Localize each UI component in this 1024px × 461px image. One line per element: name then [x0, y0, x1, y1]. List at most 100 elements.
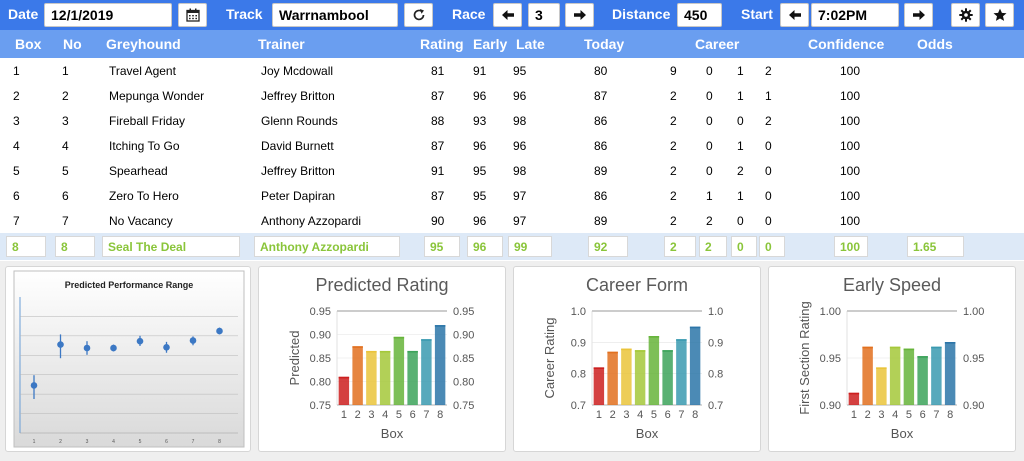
cell-career-wins: 0 [706, 164, 713, 178]
y-tick-label-right: 0.75 [453, 400, 474, 412]
cell-trainer: Glenn Rounds [261, 114, 338, 128]
cell-greyhound: Travel Agent [109, 64, 176, 78]
cell-trainer: Jeffrey Britton [261, 89, 335, 103]
settings-button[interactable] [951, 3, 980, 27]
sel-career-wins[interactable]: 2 [699, 236, 727, 257]
cell-late: 98 [513, 164, 527, 178]
col-late[interactable]: Late [516, 36, 545, 52]
cell-career-starts: 2 [670, 164, 677, 178]
col-no[interactable]: No [63, 36, 82, 52]
col-rating[interactable]: Rating [420, 36, 464, 52]
sel-career-thirds[interactable]: 0 [759, 236, 785, 257]
col-confidence[interactable]: Confidence [808, 36, 885, 52]
x-tick-label: 8 [437, 409, 443, 421]
track-input[interactable]: Warrnambool [272, 3, 398, 27]
start-prev-button[interactable] [780, 3, 809, 27]
cell-career-thirds: 0 [765, 189, 772, 203]
y-tick-label: 0.75 [310, 400, 331, 412]
cell-early: 93 [473, 114, 487, 128]
arrow-right-icon [912, 10, 925, 20]
bar [662, 350, 673, 405]
cell-career-starts: 2 [670, 189, 677, 203]
cell-early: 95 [473, 189, 487, 203]
y-tick-label-right: 0.95 [963, 353, 984, 365]
cell-career-starts: 2 [670, 214, 677, 228]
y-tick-label-right: 0.7 [708, 400, 723, 412]
table-row[interactable]: 3 3 Fireball Friday Glenn Rounds 88 93 9… [0, 108, 1024, 133]
y-tick-label: 0.90 [820, 400, 841, 412]
cell-box: 6 [13, 189, 20, 203]
sel-career-seconds[interactable]: 0 [731, 236, 757, 257]
col-today[interactable]: Today [584, 36, 625, 52]
sel-today[interactable]: 92 [588, 236, 628, 257]
refresh-button[interactable] [404, 3, 433, 27]
race-prev-button[interactable] [493, 3, 522, 27]
cell-greyhound: Itching To Go [109, 139, 180, 153]
sel-early[interactable]: 96 [467, 236, 503, 257]
sel-no[interactable]: 8 [55, 236, 95, 257]
sel-odds[interactable]: 1.65 [907, 236, 964, 257]
sel-confidence[interactable]: 100 [834, 236, 868, 257]
cell-confidence: 100 [840, 214, 861, 228]
col-odds[interactable]: Odds [917, 36, 953, 52]
date-input[interactable]: 12/1/2019 [44, 3, 172, 27]
start-label: Start [741, 6, 773, 22]
cell-rating: 88 [431, 114, 445, 128]
refresh-icon [413, 9, 424, 21]
bar-cap [848, 392, 860, 395]
start-next-button[interactable] [904, 3, 933, 27]
x-tick-label: 1 [851, 409, 857, 421]
table-row[interactable]: 4 4 Itching To Go David Burnett 87 96 96… [0, 133, 1024, 158]
cell-confidence: 100 [840, 64, 861, 78]
cell-today: 86 [594, 189, 608, 203]
cell-late: 97 [513, 214, 527, 228]
data-point [136, 337, 144, 345]
bar [944, 342, 956, 405]
bar [338, 376, 350, 405]
cell-career-wins: 0 [706, 64, 713, 78]
cell-career-thirds: 0 [765, 214, 772, 228]
sel-box[interactable]: 8 [6, 236, 46, 257]
cell-no: 4 [62, 139, 69, 153]
sel-late[interactable]: 99 [508, 236, 552, 257]
x-tick-label: 7 [192, 439, 195, 445]
bar-cap [421, 339, 432, 341]
calendar-button[interactable] [178, 3, 207, 27]
race-input[interactable]: 3 [528, 3, 560, 27]
sel-greyhound[interactable]: Seal The Deal [102, 236, 240, 257]
cell-today: 86 [594, 139, 608, 153]
x-tick-label: 2 [59, 439, 62, 445]
x-tick-label: 1 [341, 409, 347, 421]
table-row[interactable]: 2 2 Mepunga Wonder Jeffrey Britton 87 96… [0, 83, 1024, 108]
cell-rating: 81 [431, 64, 445, 78]
race-next-button[interactable] [565, 3, 594, 27]
distance-input[interactable]: 450 [677, 3, 722, 27]
selected-row[interactable]: 8 8 Seal The Deal Anthony Azzopardi 95 9… [0, 233, 1024, 260]
cell-career-starts: 2 [670, 89, 677, 103]
table-row[interactable]: 7 7 No Vacancy Anthony Azzopardi 90 96 9… [0, 208, 1024, 233]
x-tick-label: 8 [692, 409, 698, 421]
table-row[interactable]: 1 1 Travel Agent Joy Mcdowall 81 91 95 8… [0, 58, 1024, 83]
date-label: Date [8, 6, 39, 22]
sel-career-starts[interactable]: 2 [664, 236, 696, 257]
col-career[interactable]: Career [695, 36, 740, 52]
bar [676, 339, 687, 405]
col-trainer[interactable]: Trainer [258, 36, 305, 52]
bar [393, 336, 405, 405]
table-row[interactable]: 5 5 Spearhead Jeffrey Britton 91 95 98 8… [0, 158, 1024, 183]
col-box[interactable]: Box [15, 36, 42, 52]
cell-today: 80 [594, 64, 608, 78]
start-time-input[interactable]: 7:02PM [811, 3, 899, 27]
sel-rating[interactable]: 95 [424, 236, 460, 257]
cell-career-seconds: 0 [737, 114, 744, 128]
y-tick-label-right: 0.90 [963, 400, 984, 412]
favorite-button[interactable] [985, 3, 1014, 27]
table-row[interactable]: 6 6 Zero To Hero Peter Dapiran 87 95 97 … [0, 183, 1024, 208]
cell-no: 3 [62, 114, 69, 128]
cell-rating: 90 [431, 214, 445, 228]
col-greyhound[interactable]: Greyhound [106, 36, 181, 52]
col-early[interactable]: Early [473, 36, 508, 52]
bar [917, 356, 928, 405]
cell-career-thirds: 2 [765, 114, 772, 128]
sel-trainer[interactable]: Anthony Azzopardi [254, 236, 400, 257]
